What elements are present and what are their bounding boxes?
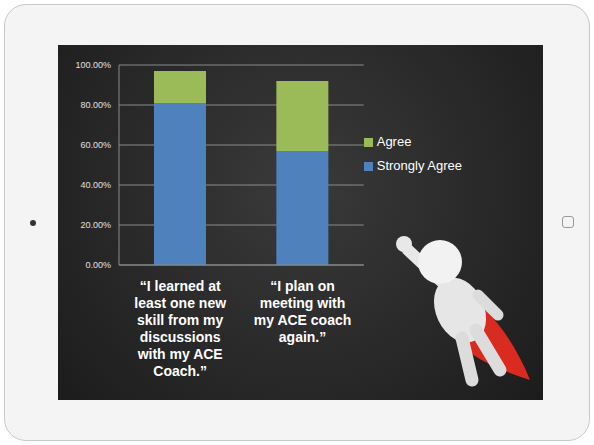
svg-text:60.00%: 60.00% [80,140,111,150]
svg-text:0.00%: 0.00% [85,260,111,270]
svg-text:20.00%: 20.00% [80,220,111,230]
svg-text:“I plan onmeeting withmy ACE c: “I plan onmeeting withmy ACE coachagain.… [254,278,352,345]
html-text:Strongly Agree: Strongly Agree [376,158,462,173]
html-text:Agree: Agree [376,134,412,149]
svg-text:40.00%: 40.00% [80,180,111,190]
svg-text:100.00%: 100.00% [75,60,111,70]
svg-text:80.00%: 80.00% [80,100,111,110]
svg-text:“I learned atleast one newskil: “I learned atleast one newskill from myd… [134,278,226,379]
